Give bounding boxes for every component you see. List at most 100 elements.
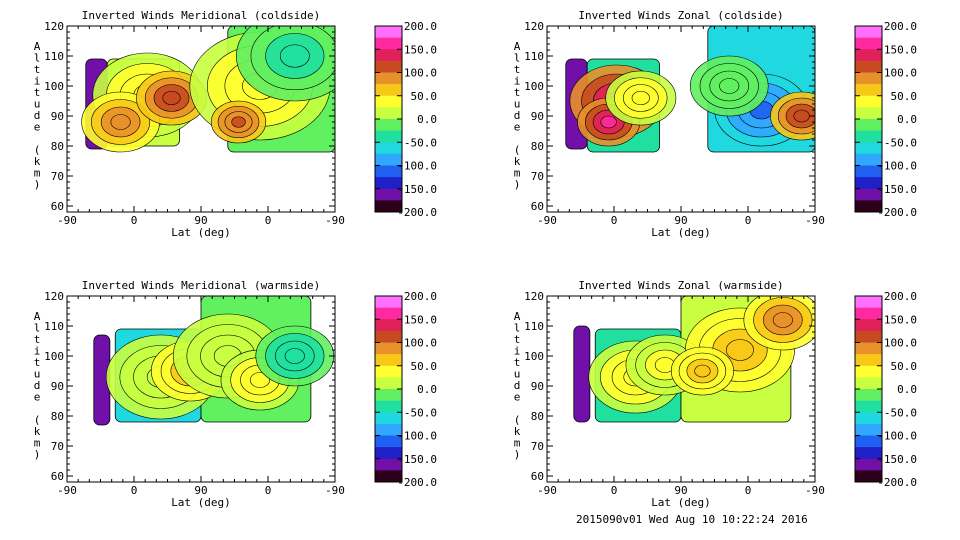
colorbar-segment bbox=[375, 296, 402, 309]
colorbar-label: -150.0 bbox=[877, 453, 917, 466]
panel-meridional-warmside: Inverted Winds Meridional (warmside) -90 0… bbox=[0, 270, 480, 540]
chart-svg: Inverted Winds Meridional (coldside) -90 0… bbox=[34, 9, 437, 239]
chart-title: Inverted Winds Meridional (warmside) bbox=[82, 279, 320, 292]
colorbar-segment bbox=[375, 130, 402, 143]
panel-meridional-coldside: Inverted Winds Meridional (coldside) -90 0… bbox=[0, 0, 480, 270]
colorbar-label: -50.0 bbox=[404, 406, 437, 419]
colorbar-segment bbox=[855, 177, 882, 190]
y-tick-label: 100 bbox=[44, 80, 64, 93]
colorbar-segment bbox=[375, 177, 402, 190]
colorbar-segment bbox=[375, 60, 402, 73]
colorbar-segment bbox=[375, 26, 402, 39]
x-tick-label: 0 bbox=[745, 484, 752, 497]
colorbar-segment bbox=[855, 49, 882, 62]
colorbar-segment bbox=[855, 95, 882, 108]
y-tick-label: 110 bbox=[44, 50, 64, 63]
x-tick-label: -90 bbox=[537, 484, 557, 497]
colorbar-segment bbox=[855, 423, 882, 436]
colorbar-segment bbox=[375, 423, 402, 436]
panel-zonal-coldside: Inverted Winds Zonal (coldside) -90 0 90 0 -9… bbox=[480, 0, 960, 270]
colorbar-label: 50.0 bbox=[411, 360, 438, 373]
colorbar-label: -100.0 bbox=[877, 160, 917, 173]
colorbar-label: 200.0 bbox=[404, 20, 437, 33]
y-tick-label: 70 bbox=[51, 440, 64, 453]
colorbar-label: 200.0 bbox=[884, 20, 917, 33]
x-tick-label: -90 bbox=[325, 214, 345, 227]
chart-svg: Inverted Winds Zonal (warmside) -90 0 90 0 -9… bbox=[514, 279, 918, 509]
colorbar-segment bbox=[375, 200, 402, 213]
y-tick-label: 120 bbox=[524, 20, 544, 33]
chart-title: Inverted Winds Zonal (coldside) bbox=[578, 9, 783, 22]
colorbar-label: 50.0 bbox=[891, 360, 918, 373]
y-tick-label: 80 bbox=[51, 140, 64, 153]
colorbar-label: 150.0 bbox=[404, 43, 437, 56]
contour-blob-2-ring-3 bbox=[631, 90, 650, 106]
colorbar-label: 0.0 bbox=[897, 383, 917, 396]
contour-blob-4-ring-3 bbox=[284, 348, 305, 364]
colorbar-label: -200.0 bbox=[877, 476, 917, 489]
colorbar-segment bbox=[855, 365, 882, 378]
contour-blob-4-ring-3 bbox=[231, 116, 246, 128]
x-tick-label: 0 bbox=[131, 484, 138, 497]
colorbar-segment bbox=[855, 319, 882, 332]
contour-blob-2-ring-3 bbox=[162, 90, 181, 106]
y-tick-label: 110 bbox=[524, 320, 544, 333]
colorbar-segment bbox=[855, 458, 882, 471]
colorbar-segment bbox=[855, 60, 882, 73]
colorbar-label: 150.0 bbox=[404, 313, 437, 326]
y-tick-label: 70 bbox=[531, 170, 544, 183]
colorbar-label: 0.0 bbox=[417, 383, 437, 396]
contour-blob-3-ring-3 bbox=[249, 372, 271, 388]
y-tick-label: 120 bbox=[524, 290, 544, 303]
colorbar-label: 150.0 bbox=[884, 43, 917, 56]
x-tick-label: 90 bbox=[674, 484, 687, 497]
x-tick-label: -90 bbox=[325, 484, 345, 497]
x-tick-label: -90 bbox=[537, 214, 557, 227]
colorbar-segment bbox=[855, 153, 882, 166]
chart-svg: Inverted Winds Meridional (warmside) -90 0… bbox=[34, 279, 438, 509]
chart-title: Inverted Winds Meridional (coldside) bbox=[82, 9, 320, 22]
colorbar-segment bbox=[375, 447, 402, 460]
colorbar-segment bbox=[855, 435, 882, 448]
colorbar-segment bbox=[375, 188, 402, 201]
chart-title: Inverted Winds Zonal (warmside) bbox=[578, 279, 783, 292]
x-axis-label: Lat (deg) bbox=[651, 226, 711, 239]
colorbar-segment bbox=[855, 72, 882, 85]
y-tick-label: 60 bbox=[531, 470, 544, 483]
colorbar-segment bbox=[855, 188, 882, 201]
colorbar-segment bbox=[855, 107, 882, 120]
colorbar-segment bbox=[375, 107, 402, 120]
y-tick-label: 100 bbox=[524, 350, 544, 363]
colorbar-segment bbox=[375, 153, 402, 166]
colorbar-label: 100.0 bbox=[404, 337, 437, 350]
colorbar-segment bbox=[855, 296, 882, 309]
y-tick-label: 100 bbox=[524, 80, 544, 93]
x-tick-label: 90 bbox=[674, 214, 687, 227]
x-axis-label: Lat (deg) bbox=[171, 226, 231, 239]
y-tick-label: 60 bbox=[51, 200, 64, 213]
colorbar-segment bbox=[375, 470, 402, 483]
colorbar-segment bbox=[375, 330, 402, 343]
colorbar-label: 0.0 bbox=[897, 113, 917, 126]
x-axis-label: Lat (deg) bbox=[171, 496, 231, 509]
colorbar-segment bbox=[375, 377, 402, 390]
contour-blob-4-ring-3 bbox=[694, 364, 711, 378]
colorbar-segment bbox=[375, 400, 402, 413]
colorbar-segment bbox=[855, 119, 882, 132]
y-tick-label: 80 bbox=[531, 410, 544, 423]
x-tick-label: 0 bbox=[745, 214, 752, 227]
x-tick-label: -90 bbox=[57, 214, 77, 227]
x-tick-label: 0 bbox=[131, 214, 138, 227]
colorbar-label: -200.0 bbox=[877, 206, 917, 219]
colorbar-segment bbox=[375, 389, 402, 402]
chart-svg: Inverted Winds Zonal (coldside) -90 0 90 0 -9… bbox=[514, 9, 917, 239]
x-axis-label: Lat (deg) bbox=[651, 496, 711, 509]
x-tick-label: 0 bbox=[611, 484, 618, 497]
contour-blob-1-ring-3 bbox=[110, 114, 131, 130]
colorbar-segment bbox=[855, 342, 882, 355]
colorbar-segment bbox=[855, 37, 882, 50]
colorbar-segment bbox=[855, 412, 882, 425]
y-tick-label: 120 bbox=[44, 290, 64, 303]
